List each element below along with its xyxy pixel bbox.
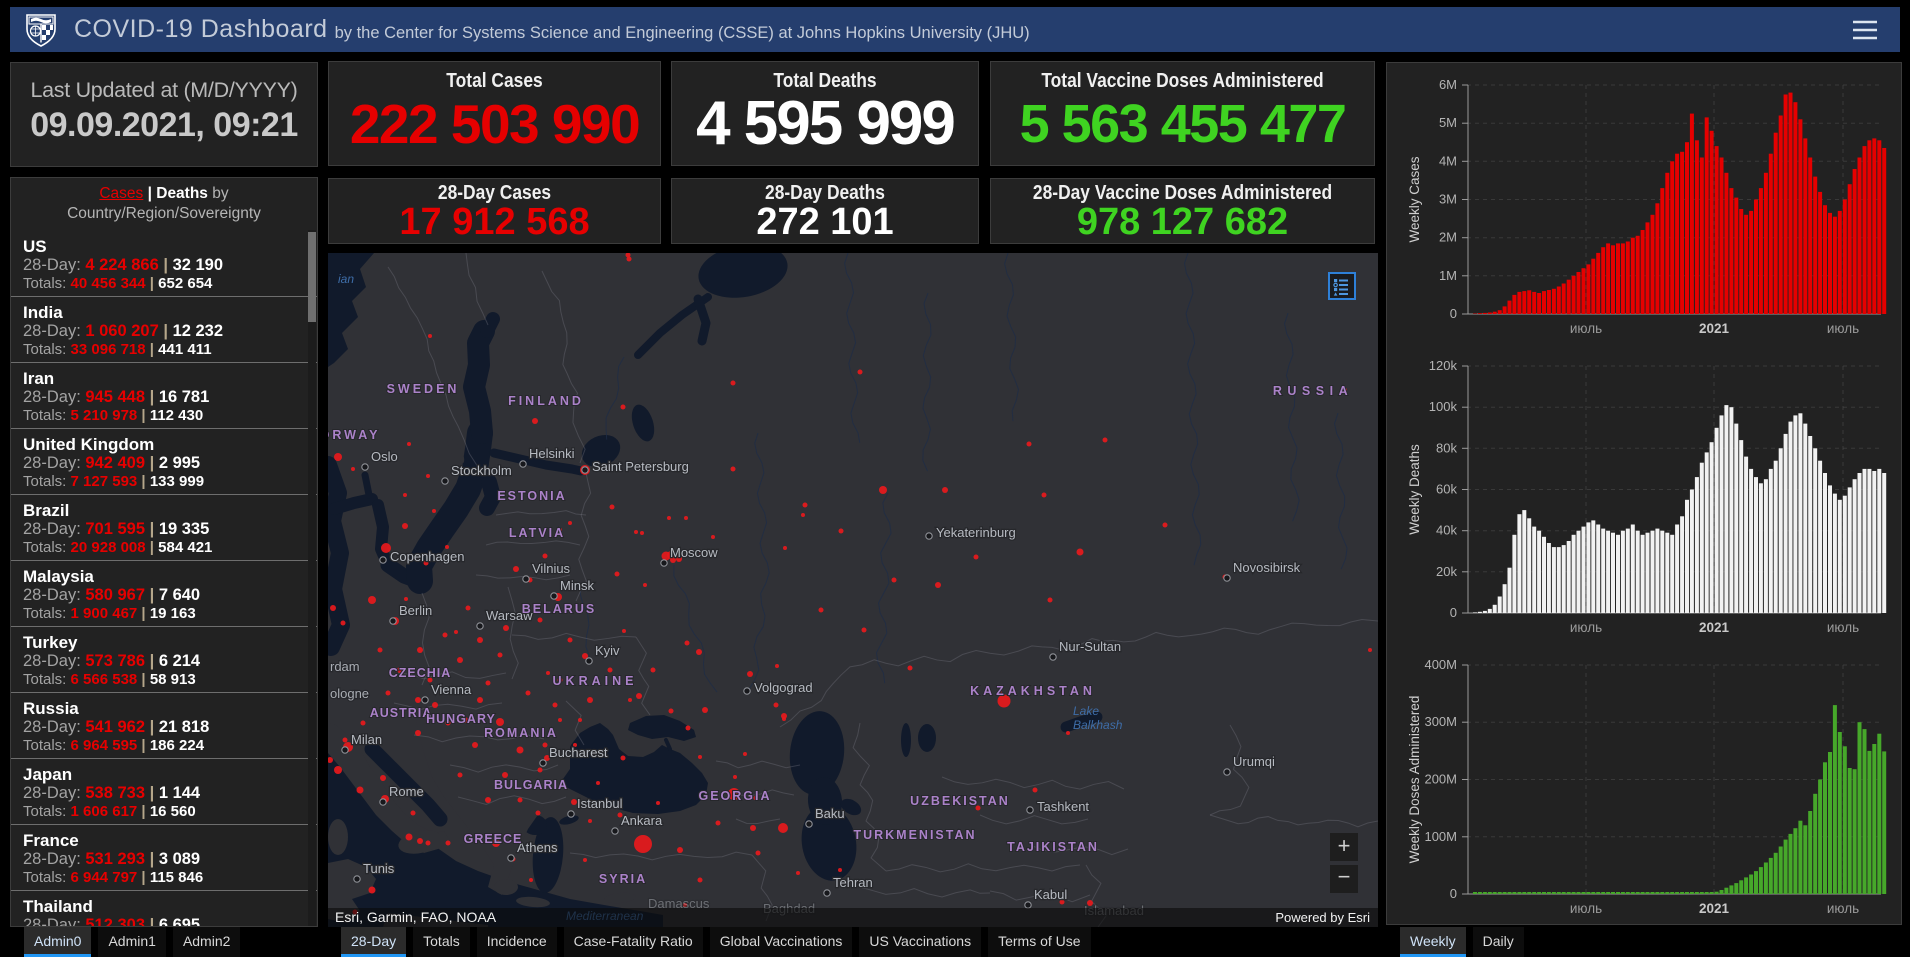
svg-text:GEORGIA: GEORGIA xyxy=(698,789,771,803)
svg-text:100k: 100k xyxy=(1429,399,1458,414)
svg-text:Saint Petersburg: Saint Petersburg xyxy=(592,459,689,474)
svg-text:Moscow: Moscow xyxy=(670,545,718,560)
svg-text:Weekly Doses Administered: Weekly Doses Administered xyxy=(1407,696,1422,864)
svg-text:UKRAINE: UKRAINE xyxy=(553,674,638,688)
svg-text:Warsaw: Warsaw xyxy=(486,608,533,623)
svg-text:Vilnius: Vilnius xyxy=(532,561,571,576)
svg-text:0: 0 xyxy=(1450,605,1457,620)
svg-text:Nur-Sultan: Nur-Sultan xyxy=(1059,639,1121,654)
svg-text:120k: 120k xyxy=(1429,358,1458,373)
svg-text:BULGARIA: BULGARIA xyxy=(494,778,568,792)
svg-text:CZECHIA: CZECHIA xyxy=(389,666,452,680)
svg-text:TURKMENISTAN: TURKMENISTAN xyxy=(853,828,976,842)
svg-text:Ankara: Ankara xyxy=(621,813,663,828)
svg-text:Weekly Deaths: Weekly Deaths xyxy=(1407,444,1422,535)
svg-text:ian: ian xyxy=(338,272,354,286)
svg-text:Damascus: Damascus xyxy=(648,896,710,911)
svg-text:AUSTRIA: AUSTRIA xyxy=(370,706,433,720)
svg-text:Baku: Baku xyxy=(815,806,845,821)
svg-text:Rome: Rome xyxy=(389,784,424,799)
svg-text:Helsinki: Helsinki xyxy=(529,446,575,461)
svg-text:Novosibirsk: Novosibirsk xyxy=(1233,560,1301,575)
svg-text:300M: 300M xyxy=(1424,714,1457,729)
svg-text:SWEDEN: SWEDEN xyxy=(387,382,460,396)
svg-text:rdam: rdam xyxy=(330,659,360,674)
svg-text:20k: 20k xyxy=(1436,564,1457,579)
svg-text:HUNGARY: HUNGARY xyxy=(426,712,496,726)
svg-text:Vienna: Vienna xyxy=(431,682,472,697)
svg-text:Urumqi: Urumqi xyxy=(1233,754,1275,769)
svg-text:июль: июль xyxy=(1570,901,1602,916)
svg-text:6M: 6M xyxy=(1439,77,1457,92)
svg-text:июль: июль xyxy=(1827,321,1859,336)
svg-text:60k: 60k xyxy=(1436,482,1457,497)
svg-text:ROMANIA: ROMANIA xyxy=(484,726,558,740)
svg-text:200M: 200M xyxy=(1424,772,1457,787)
svg-text:ESTONIA: ESTONIA xyxy=(497,489,566,503)
svg-text:Kabul: Kabul xyxy=(1034,887,1067,902)
svg-text:Istanbul: Istanbul xyxy=(577,796,623,811)
svg-text:Weekly Cases: Weekly Cases xyxy=(1407,156,1422,242)
svg-text:июль: июль xyxy=(1827,901,1859,916)
svg-text:40k: 40k xyxy=(1436,523,1457,538)
svg-text:Kyiv: Kyiv xyxy=(595,643,620,658)
svg-text:TAJIKISTAN: TAJIKISTAN xyxy=(1007,840,1099,854)
svg-text:Tashkent: Tashkent xyxy=(1037,799,1089,814)
svg-text:2M: 2M xyxy=(1439,230,1457,245)
svg-text:июль: июль xyxy=(1570,620,1602,635)
svg-text:4M: 4M xyxy=(1439,153,1457,168)
svg-text:GREECE: GREECE xyxy=(464,832,523,846)
svg-text:KAZAKHSTAN: KAZAKHSTAN xyxy=(970,684,1096,698)
svg-text:ologne: ologne xyxy=(330,686,369,701)
svg-text:Tunis: Tunis xyxy=(363,861,395,876)
svg-text:Berlin: Berlin xyxy=(399,603,432,618)
svg-text:80k: 80k xyxy=(1436,440,1457,455)
svg-text:RUSSIA: RUSSIA xyxy=(1273,384,1353,398)
svg-text:SYRIA: SYRIA xyxy=(599,872,647,886)
svg-text:Stockholm: Stockholm xyxy=(451,463,512,478)
svg-text:UZBEKISTAN: UZBEKISTAN xyxy=(910,794,1010,808)
svg-text:400M: 400M xyxy=(1424,657,1457,672)
svg-text:LATVIA: LATVIA xyxy=(509,526,565,540)
svg-text:2021: 2021 xyxy=(1699,901,1730,916)
svg-text:июль: июль xyxy=(1570,321,1602,336)
svg-text:Volgograd: Volgograd xyxy=(754,680,813,695)
svg-text:NORWAY: NORWAY xyxy=(328,428,380,442)
svg-text:0: 0 xyxy=(1450,306,1457,321)
svg-text:Lake: Lake xyxy=(1073,704,1099,718)
svg-text:FINLAND: FINLAND xyxy=(508,394,584,408)
svg-text:Yekaterinburg: Yekaterinburg xyxy=(936,525,1016,540)
svg-text:0: 0 xyxy=(1450,886,1457,901)
svg-text:3M: 3M xyxy=(1439,192,1457,207)
svg-text:Oslo: Oslo xyxy=(371,449,398,464)
svg-text:5M: 5M xyxy=(1439,115,1457,130)
svg-text:1M: 1M xyxy=(1439,268,1457,283)
svg-text:BELARUS: BELARUS xyxy=(522,602,596,616)
svg-text:Athens: Athens xyxy=(517,840,558,855)
svg-text:Balkhash: Balkhash xyxy=(1073,718,1123,732)
svg-text:Milan: Milan xyxy=(351,732,382,747)
svg-text:Tehran: Tehran xyxy=(833,875,873,890)
svg-text:Bucharest: Bucharest xyxy=(549,745,608,760)
svg-text:2021: 2021 xyxy=(1699,620,1730,635)
svg-text:2021: 2021 xyxy=(1699,321,1730,336)
svg-text:Copenhagen: Copenhagen xyxy=(390,549,464,564)
svg-text:Minsk: Minsk xyxy=(560,578,594,593)
svg-text:июль: июль xyxy=(1827,620,1859,635)
svg-text:100M: 100M xyxy=(1424,829,1457,844)
